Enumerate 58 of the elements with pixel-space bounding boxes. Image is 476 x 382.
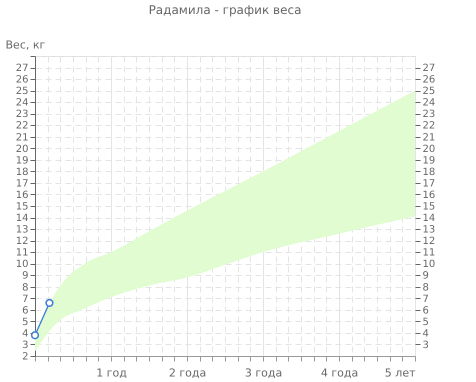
y2-tick-label: 13 — [422, 224, 436, 236]
y-tick-label: 6 — [22, 305, 28, 316]
y2-tick-label: 4 — [422, 328, 429, 340]
y-tick-label: 15 — [16, 202, 28, 212]
y2-tick-label: 8 — [422, 282, 429, 294]
y2-tick-label: 3 — [422, 340, 429, 351]
y-tick-label: 12 — [16, 236, 28, 248]
y-tick-label: 4 — [22, 328, 28, 340]
y2-tick-label: 18 — [422, 166, 436, 178]
y2-tick-label: 24 — [422, 98, 436, 109]
y-tick-label: 2 — [22, 352, 28, 362]
y2-tick-label: 21 — [422, 132, 436, 144]
x-tick-label: 2 года — [168, 366, 206, 380]
y2-tick-label: 27 — [422, 63, 436, 74]
y-tick-label: 26 — [16, 74, 28, 86]
y2-tick-label: 16 — [422, 190, 436, 201]
x-tick-label: 5 лет — [384, 366, 416, 380]
y-tick-label: 5 — [22, 316, 28, 328]
y2-tick-label: 26 — [422, 74, 436, 86]
y-axis-title: Вес, кг — [6, 38, 46, 52]
y2-tick-label: 12 — [422, 236, 436, 248]
y2-tick-label: 6 — [422, 305, 429, 316]
y2-tick-label: 17 — [422, 178, 436, 190]
y2-tick-label: 15 — [422, 202, 436, 212]
y-tick-label: 8 — [22, 282, 28, 294]
y-tick-label: 9 — [22, 270, 28, 282]
x-tick-label: 1 год — [96, 366, 128, 380]
y-tick-label: 13 — [16, 224, 28, 236]
y-tick-label: 16 — [16, 190, 28, 201]
x-tick-label: 4 года — [320, 366, 358, 380]
y2-tick-label: 19 — [422, 155, 436, 166]
y-tick-label: 18 — [16, 166, 28, 178]
y-tick-label: 27 — [16, 63, 28, 74]
y2-tick-label: 10 — [422, 259, 436, 270]
y2-tick-label: 5 — [422, 316, 429, 328]
y2-tick-label: 14 — [422, 213, 436, 224]
y2-tick-label: 23 — [422, 109, 436, 120]
y-tick-label: 21 — [16, 132, 28, 144]
y-tick-label: 11 — [16, 248, 28, 259]
y2-tick-label: 11 — [422, 248, 436, 259]
y-tick-label: 25 — [16, 86, 28, 98]
x-tick-label: 3 года — [244, 366, 282, 380]
y2-tick-label: 25 — [422, 86, 436, 98]
y-tick-label: 20 — [16, 144, 28, 155]
y-tick-label: 14 — [16, 213, 28, 224]
y-tick-label: 23 — [16, 109, 28, 120]
y-tick-label: 7 — [22, 294, 28, 305]
y2-tick-label: 20 — [422, 144, 436, 155]
y2-tick-label: 9 — [422, 270, 429, 282]
y-tick-label: 10 — [16, 259, 28, 270]
y-tick-label: 17 — [16, 178, 28, 190]
y-tick-label: 3 — [22, 340, 28, 351]
chart-title: Радамила - график веса — [148, 3, 302, 17]
y2-tick-label: 7 — [422, 294, 429, 305]
y-tick-label: 19 — [16, 155, 28, 166]
y-tick-label: 22 — [16, 120, 28, 132]
y-tick-label: 24 — [16, 98, 28, 109]
y2-tick-label: 22 — [422, 120, 436, 132]
